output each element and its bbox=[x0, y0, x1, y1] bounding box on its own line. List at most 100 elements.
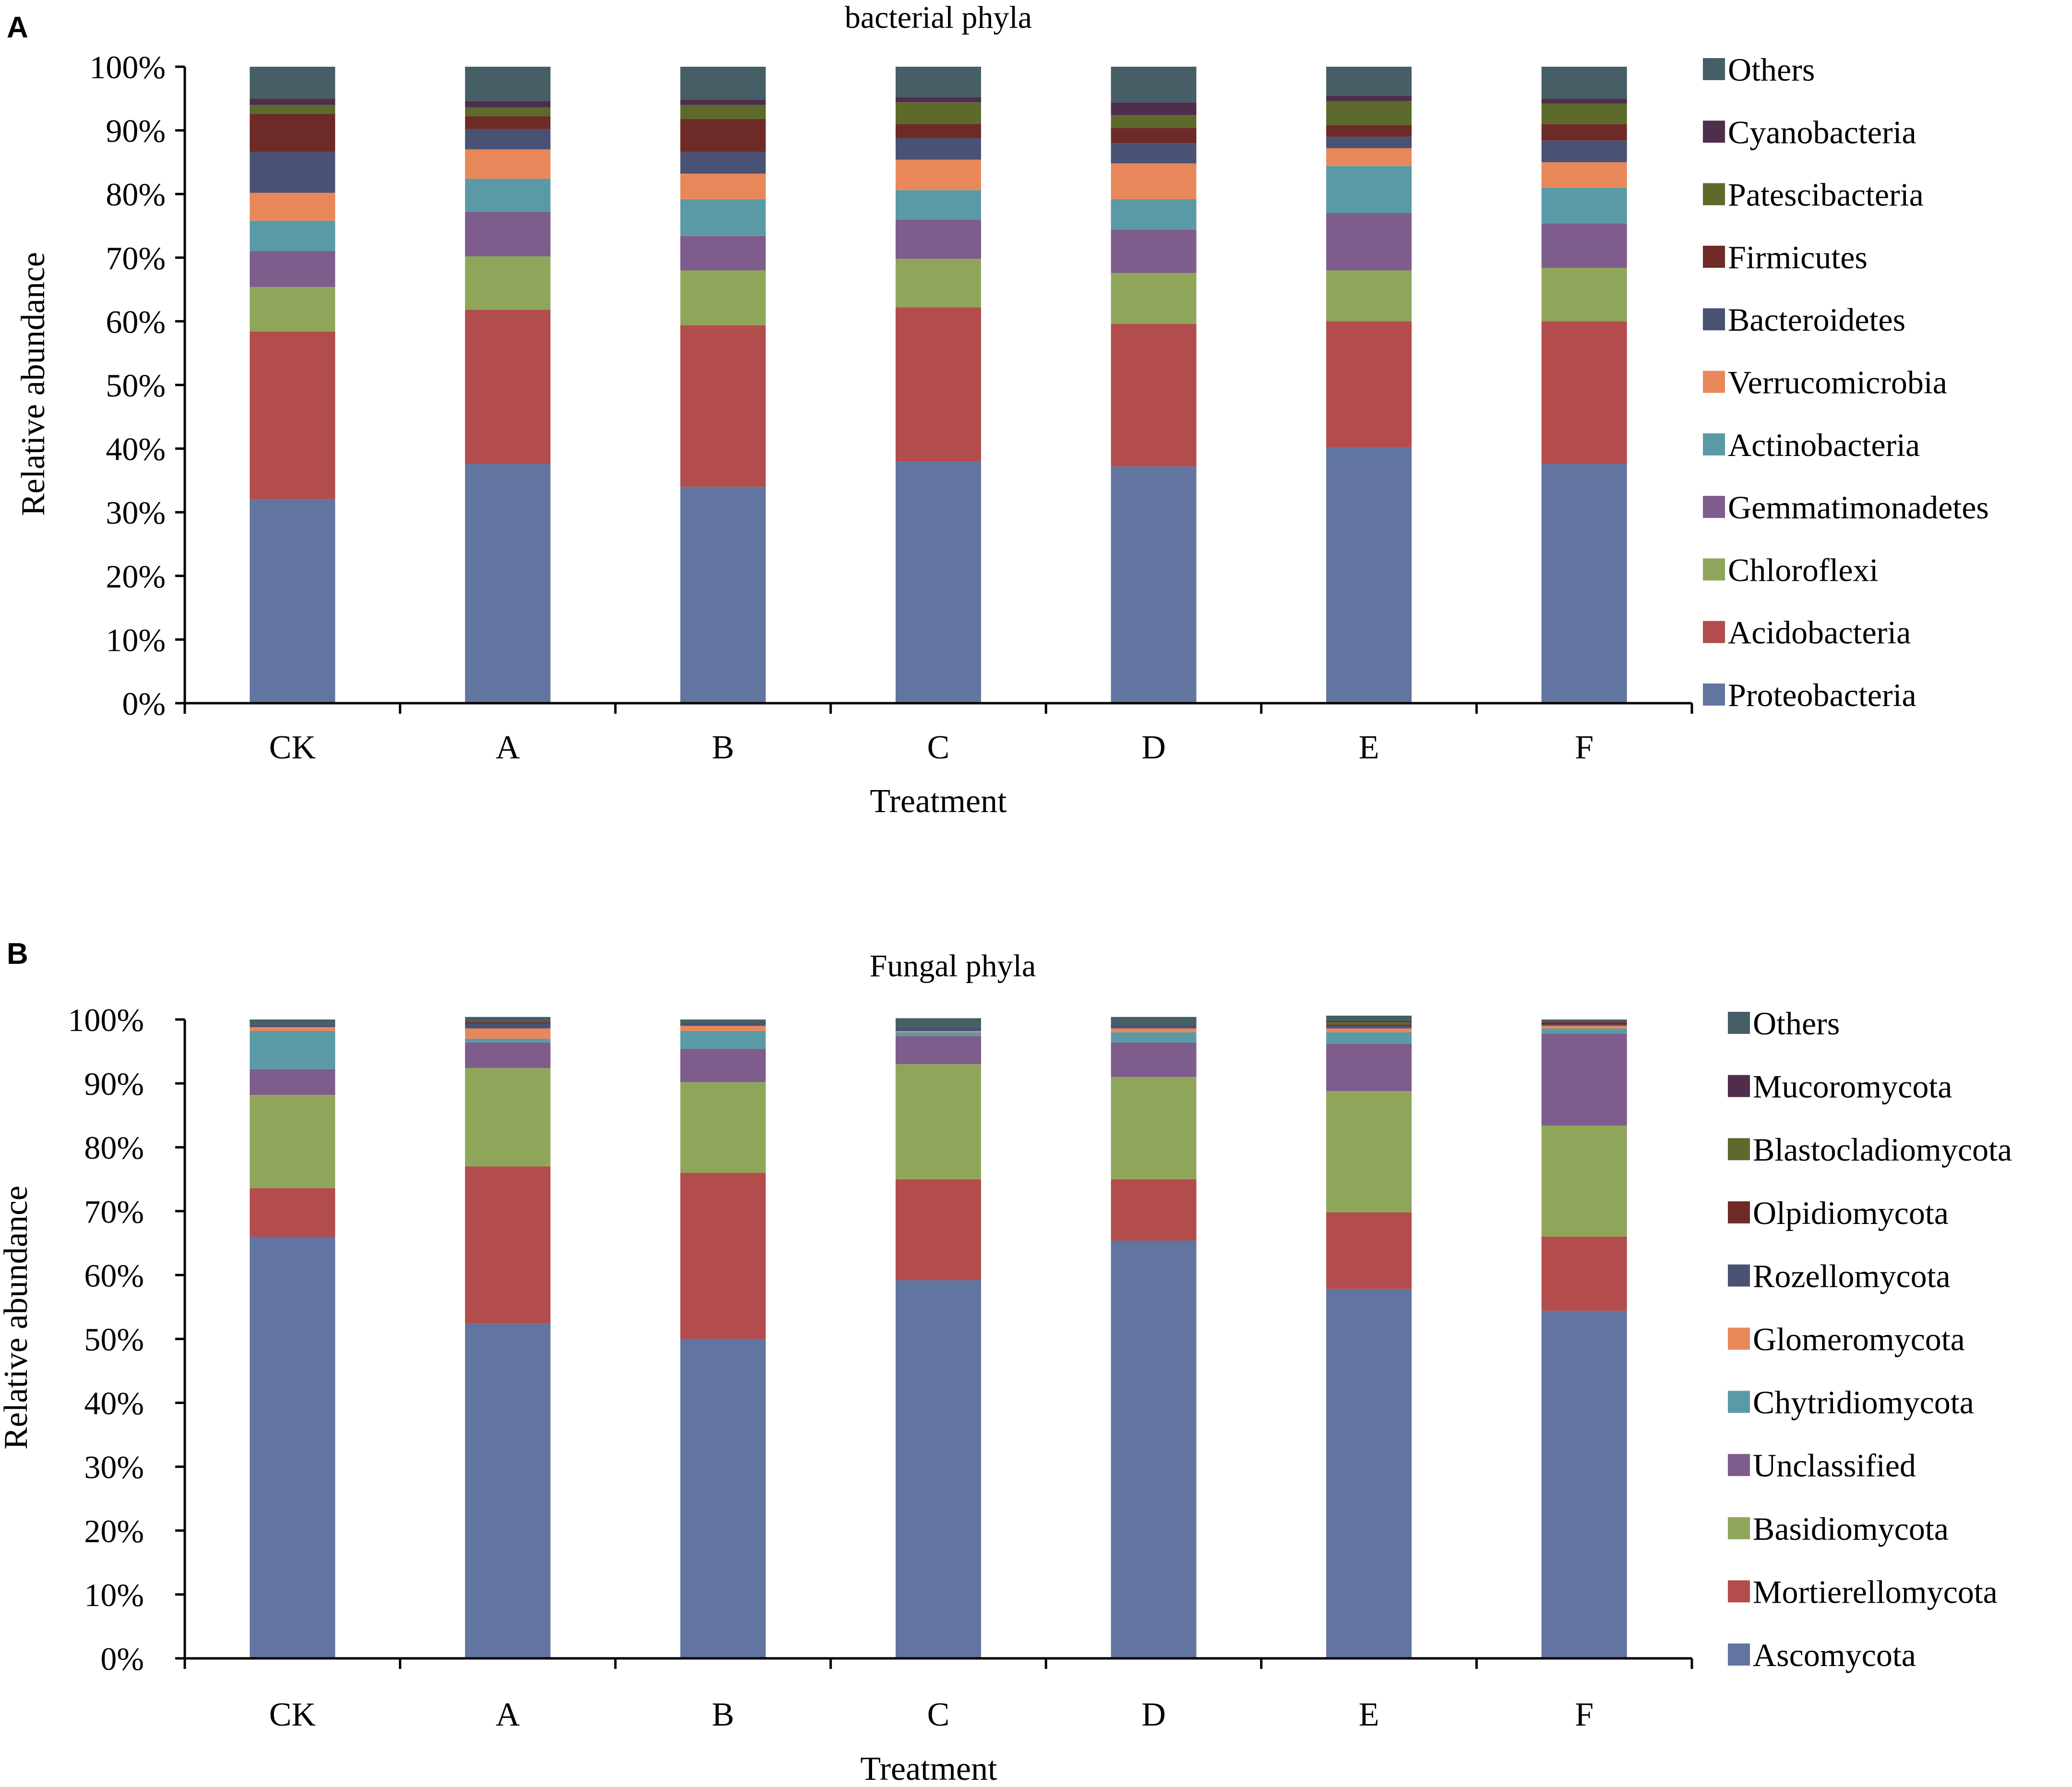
bar-firmicutes-ck bbox=[250, 114, 335, 152]
legend-label-glomeromycota: Glomeromycota bbox=[1753, 1321, 1965, 1357]
legend-swatch-mortierellomycota bbox=[1728, 1580, 1750, 1603]
bar-cyanobacteria-b bbox=[680, 100, 766, 105]
bar-cyanobacteria-d bbox=[1111, 102, 1197, 115]
bar-actinobacteria-ck bbox=[250, 220, 335, 252]
bar-proteobacteria-e bbox=[1326, 447, 1412, 703]
bar-ascomycota-c bbox=[896, 1280, 981, 1658]
legend-a: Others Cyanobacteria Patescibacteria Firmic… bbox=[1703, 51, 1989, 713]
bar-others-e bbox=[1326, 1016, 1412, 1021]
bar-others-f bbox=[1541, 67, 1627, 99]
y-tick-label: 90% bbox=[84, 1066, 144, 1102]
y-tick-label: 10% bbox=[106, 622, 166, 658]
legend-swatch-actinobacteria bbox=[1703, 433, 1725, 456]
bar-ascomycota-d bbox=[1111, 1240, 1197, 1658]
bar-unclassified-e bbox=[1326, 1043, 1412, 1091]
bar-bacteroidetes-f bbox=[1541, 140, 1627, 162]
axes-a bbox=[175, 65, 1693, 714]
bar-actinobacteria-b bbox=[680, 199, 766, 236]
y-tick-label: 60% bbox=[106, 303, 166, 340]
bar-cyanobacteria-f bbox=[1541, 98, 1627, 104]
bar-unclassified-f bbox=[1541, 1033, 1627, 1126]
bar-chytridiomycota-d bbox=[1111, 1032, 1197, 1043]
y-tick-label: 30% bbox=[106, 494, 166, 531]
bar-proteobacteria-a bbox=[465, 464, 551, 703]
y-tick-label: 90% bbox=[106, 113, 166, 149]
bar-ascomycota-f bbox=[1541, 1310, 1627, 1658]
y-ticks-b: 0% 10% 20% 30% 40% 50% 60% 70% 80% 90% 100% bbox=[68, 1002, 144, 1677]
bar-glomeromycota-d bbox=[1111, 1028, 1197, 1032]
bar-mortierellomycota-c bbox=[896, 1179, 981, 1281]
bar-bacteroidetes-d bbox=[1111, 143, 1197, 164]
bar-cyanobacteria-e bbox=[1326, 96, 1412, 101]
x-tick-label-a: A bbox=[496, 729, 520, 766]
bar-rozellomycota-d bbox=[1111, 1024, 1197, 1029]
bar-chloroflexi-c bbox=[896, 259, 981, 308]
bar-rozellomycota-a bbox=[465, 1023, 551, 1029]
bar-acidobacteria-c bbox=[896, 307, 981, 462]
bar-acidobacteria-ck bbox=[250, 331, 335, 500]
bar-firmicutes-d bbox=[1111, 128, 1197, 144]
legend-label-others: Others bbox=[1728, 51, 1815, 88]
bar-others-ck bbox=[250, 67, 335, 99]
legend-label-rozellomycota: Rozellomycota bbox=[1753, 1258, 1951, 1294]
bar-unclassified-b bbox=[680, 1049, 766, 1082]
bar-acidobacteria-d bbox=[1111, 324, 1197, 467]
bar-others-a bbox=[465, 67, 551, 101]
chart-title-b: Fungal phyla bbox=[870, 948, 1036, 983]
legend-label-basidiomycota: Basidiomycota bbox=[1753, 1511, 1949, 1547]
bar-chloroflexi-ck bbox=[250, 287, 335, 332]
legend-label-cyanobacteria: Cyanobacteria bbox=[1728, 114, 1916, 150]
bar-chytridiomycota-a bbox=[465, 1038, 551, 1043]
bar-rozellomycota-b bbox=[680, 1023, 766, 1026]
x-tick-label-b: B bbox=[712, 729, 734, 766]
legend-swatch-others bbox=[1703, 58, 1725, 80]
bar-ascomycota-b bbox=[680, 1339, 766, 1658]
bar-proteobacteria-f bbox=[1541, 464, 1627, 703]
bar-firmicutes-a bbox=[465, 116, 551, 129]
bars-b bbox=[250, 1016, 1627, 1658]
bar-actinobacteria-e bbox=[1326, 166, 1412, 213]
legend-label-firmicutes: Firmicutes bbox=[1728, 239, 1868, 276]
bar-chytridiomycota-c bbox=[896, 1032, 981, 1036]
bar-actinobacteria-f bbox=[1541, 187, 1627, 224]
legend-swatch-ascomycota bbox=[1728, 1643, 1750, 1666]
y-axis-label-a: Relative abundance bbox=[15, 252, 52, 516]
bar-verrucomicrobia-a bbox=[465, 149, 551, 179]
legend-label-unclassified: Unclassified bbox=[1753, 1447, 1916, 1484]
bar-chloroflexi-b bbox=[680, 270, 766, 325]
y-tick-label: 40% bbox=[84, 1385, 144, 1422]
bar-ascomycota-e bbox=[1326, 1289, 1412, 1658]
y-tick-label: 50% bbox=[84, 1321, 144, 1358]
bar-verrucomicrobia-ck bbox=[250, 192, 335, 221]
bar-basidiomycota-d bbox=[1111, 1077, 1197, 1179]
bar-chytridiomycota-f bbox=[1541, 1028, 1627, 1034]
bar-others-b bbox=[680, 1019, 766, 1023]
x-tick-label-c: C bbox=[927, 729, 950, 766]
bar-glomeromycota-b bbox=[680, 1026, 766, 1031]
legend-swatch-patescibacteria bbox=[1703, 183, 1725, 205]
bar-olpidiomycota-a bbox=[465, 1022, 551, 1023]
bar-mortierellomycota-a bbox=[465, 1166, 551, 1324]
x-tick-label-ck: CK bbox=[269, 1696, 316, 1733]
bar-others-ck bbox=[250, 1019, 335, 1025]
legend-label-blastocladiomycota: Blastocladiomycota bbox=[1753, 1131, 2012, 1168]
y-tick-label: 80% bbox=[106, 176, 166, 213]
bar-basidiomycota-c bbox=[896, 1064, 981, 1179]
bar-bacteroidetes-ck bbox=[250, 152, 335, 193]
x-ticks-a: CK A B C D E F bbox=[269, 729, 1593, 766]
y-tick-label: 80% bbox=[84, 1129, 144, 1166]
bar-verrucomicrobia-d bbox=[1111, 163, 1197, 199]
bar-mortierellomycota-b bbox=[680, 1173, 766, 1339]
legend-swatch-unclassified bbox=[1728, 1454, 1750, 1476]
bar-basidiomycota-a bbox=[465, 1068, 551, 1167]
bar-acidobacteria-b bbox=[680, 325, 766, 487]
x-tick-label-ck: CK bbox=[269, 729, 316, 766]
bar-glomeromycota-ck bbox=[250, 1027, 335, 1031]
bar-unclassified-a bbox=[465, 1042, 551, 1068]
bar-verrucomicrobia-b bbox=[680, 173, 766, 199]
bar-cyanobacteria-c bbox=[896, 97, 981, 103]
bar-patescibacteria-c bbox=[896, 102, 981, 124]
bar-olpidiomycota-f bbox=[1541, 1022, 1627, 1025]
bar-chytridiomycota-b bbox=[680, 1031, 766, 1049]
